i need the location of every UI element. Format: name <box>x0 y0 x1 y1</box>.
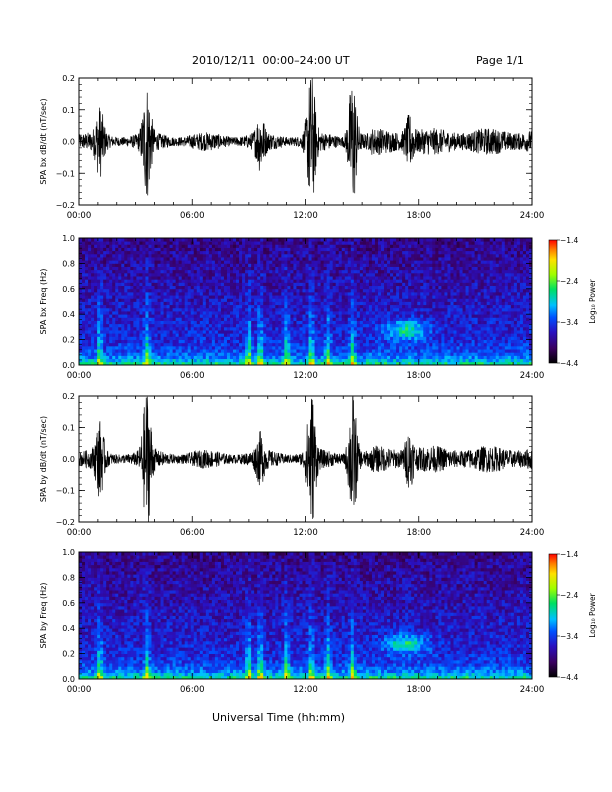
y-tick-label: 1.0 <box>62 548 75 557</box>
colorbar-tick-label: −2.4 <box>560 277 578 286</box>
x-tick-label: 18:00 <box>407 685 432 695</box>
y-tick-label: −0.1 <box>56 487 75 496</box>
page-number: Page 1/1 <box>476 54 524 67</box>
x-tick-label: 24:00 <box>520 685 545 695</box>
waveform-trace <box>78 77 533 196</box>
x-tick-label: 06:00 <box>180 528 205 538</box>
colorbar-label: Log₁₀ Power <box>588 592 597 637</box>
y-tick-label: 0.2 <box>62 74 75 83</box>
y-axis-label: SPA by Freq (Hz) <box>39 583 48 649</box>
y-tick-label: 0.1 <box>62 106 75 115</box>
x-tick-label: 24:00 <box>520 371 545 381</box>
y-tick-label: 0.0 <box>62 675 75 684</box>
x-tick-label: 18:00 <box>407 211 432 221</box>
x-tick-label: 00:00 <box>67 211 92 221</box>
y-tick-label: 0.0 <box>62 138 75 147</box>
colorbar-gradient <box>548 553 558 678</box>
x-tick-label: 12:00 <box>293 211 318 221</box>
panel-3: 00:00 06:00 12:00 18:00 24:00 −0.2 −0.1 0.0 0.1 0… <box>39 392 544 538</box>
y-tick-label: 0.6 <box>62 599 75 608</box>
y-axis-label: SPA by dB/dt (nT/sec) <box>39 416 48 502</box>
x-tick-label: 18:00 <box>407 528 432 538</box>
panel-4: 00:00 06:00 12:00 18:00 24:00 0.0 0.2 0.4 0.6 0.8… <box>39 548 544 695</box>
y-tick-label: 0.0 <box>62 455 75 464</box>
y-tick-label: 0.0 <box>62 361 75 370</box>
y-tick-label: 0.2 <box>62 392 75 401</box>
waveform-trace <box>78 395 533 523</box>
colorbar-label: Log₁₀ Power <box>588 278 597 323</box>
x-axis-title: Universal Time (hh:mm) <box>212 711 345 724</box>
x-tick-label: 06:00 <box>180 371 205 381</box>
colorbar-tick-label: −4.4 <box>560 359 578 368</box>
colorbar: −1.4 −2.4 −3.4 −4.4 Log₁₀ Power <box>548 236 597 368</box>
colorbar-gradient <box>548 239 558 364</box>
x-tick-label: 06:00 <box>180 685 205 695</box>
x-tick-label: 24:00 <box>520 211 545 221</box>
y-tick-label: 0.2 <box>62 650 75 659</box>
spectrogram-cells <box>79 238 533 366</box>
colorbar: −1.4 −2.4 −3.4 −4.4 Log₁₀ Power <box>548 550 597 682</box>
y-axis-label: SPA bx dB/dt (nT/sec) <box>39 98 48 184</box>
x-tick-label: 06:00 <box>180 211 205 221</box>
colorbar-tick-label: −4.4 <box>560 673 578 682</box>
x-tick-label: 00:00 <box>67 371 92 381</box>
y-tick-label: −0.1 <box>56 169 75 178</box>
x-tick-label: 24:00 <box>520 528 545 538</box>
y-tick-label: 0.1 <box>62 424 75 433</box>
x-tick-label: 12:00 <box>293 371 318 381</box>
y-tick-label: −0.2 <box>56 518 75 527</box>
x-tick-label: 12:00 <box>293 528 318 538</box>
x-tick-label: 00:00 <box>67 528 92 538</box>
colorbar-tick-label: −1.4 <box>560 236 578 245</box>
colorbar-tick-label: −3.4 <box>560 632 578 641</box>
colorbar-tick-label: −2.4 <box>560 591 578 600</box>
x-tick-label: 12:00 <box>293 685 318 695</box>
colorbar-tick-label: −3.4 <box>560 318 578 327</box>
panel-2: 00:00 06:00 12:00 18:00 24:00 0.0 0.2 0.4 0.6 0.8… <box>39 234 544 381</box>
y-tick-label: 0.6 <box>62 285 75 294</box>
y-tick-label: 1.0 <box>62 234 75 243</box>
panel-1: 00:00 06:00 12:00 18:00 24:00 −0.2 −0.1 0.0 0.1 0… <box>39 74 544 221</box>
y-tick-label: 0.8 <box>62 573 75 582</box>
x-tick-label: 00:00 <box>67 685 92 695</box>
y-tick-label: −0.2 <box>56 201 75 210</box>
y-tick-label: 0.8 <box>62 259 75 268</box>
x-tick-label: 18:00 <box>407 371 432 381</box>
y-tick-label: 0.4 <box>62 624 75 633</box>
page-title: 2010/12/11 00:00–24:00 UT <box>192 54 350 67</box>
colorbar-tick-label: −1.4 <box>560 550 578 559</box>
y-tick-label: 0.2 <box>62 336 75 345</box>
y-axis-label: SPA bx Freq (Hz) <box>39 269 48 335</box>
spectrogram-cells <box>79 552 533 680</box>
y-tick-label: 0.4 <box>62 310 75 319</box>
